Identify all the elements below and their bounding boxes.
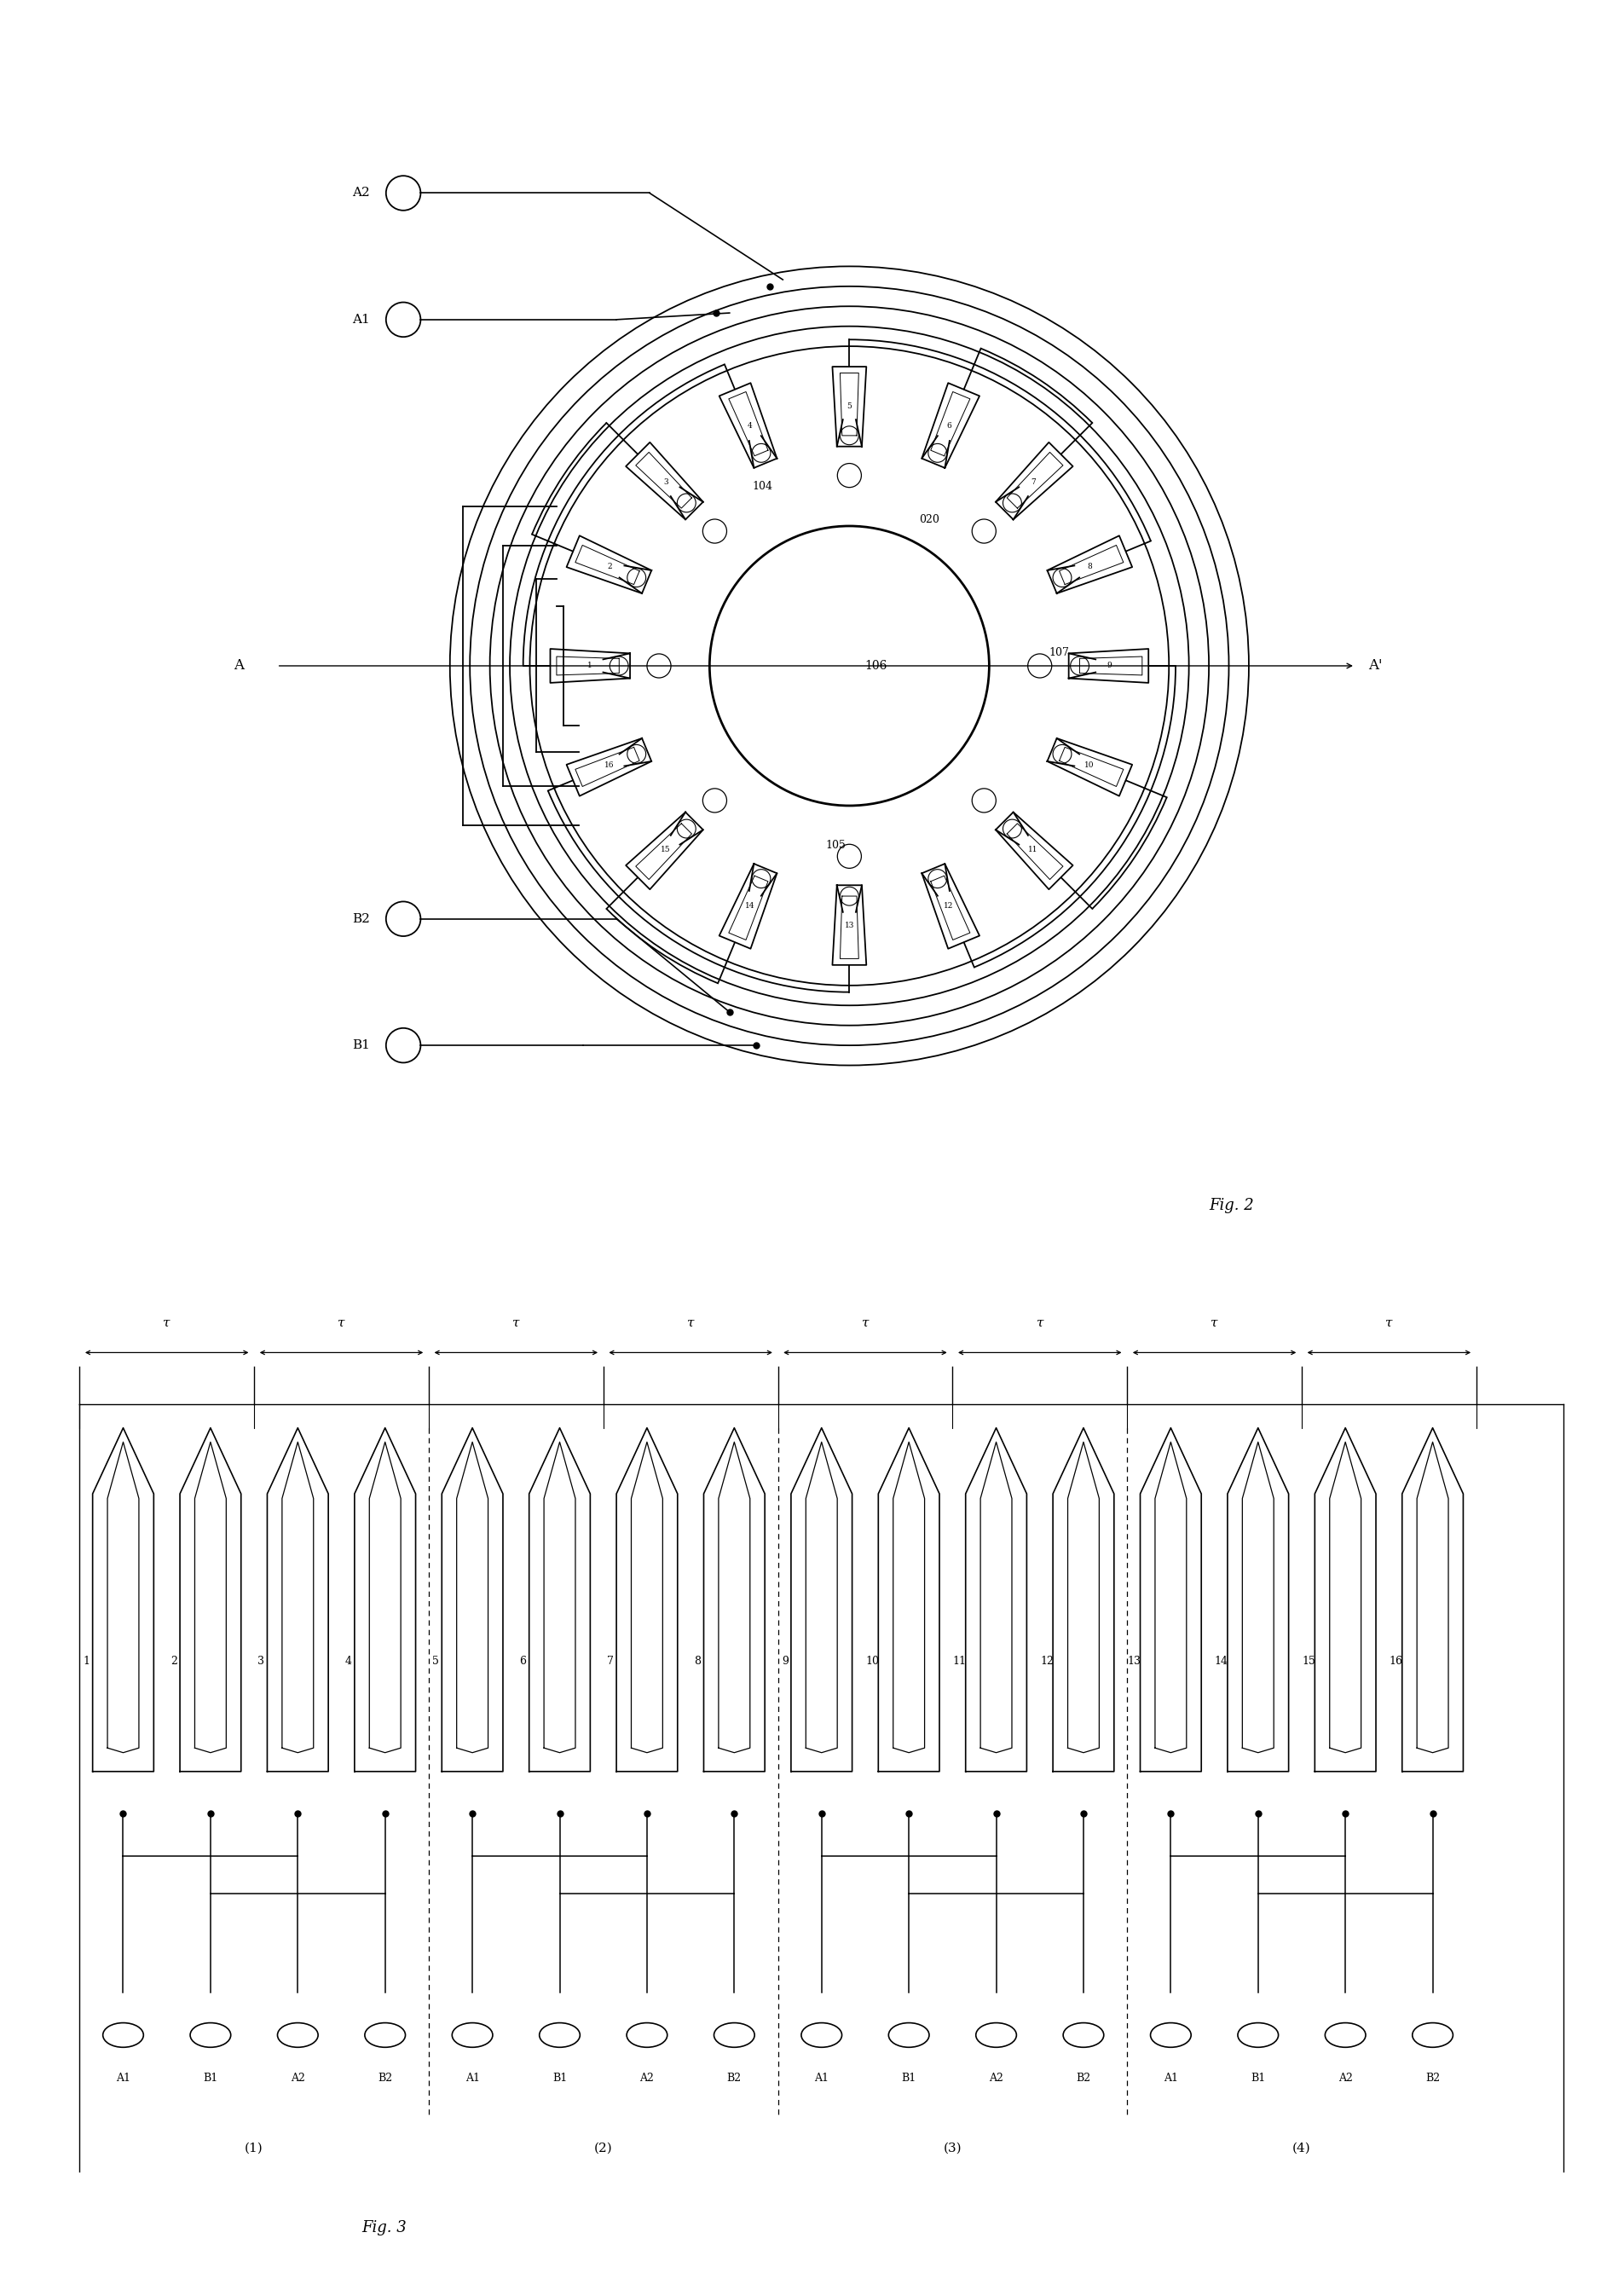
Text: 14: 14 bbox=[1214, 1655, 1228, 1667]
Text: B1: B1 bbox=[901, 2073, 916, 2085]
Text: τ: τ bbox=[513, 1318, 519, 1329]
Text: τ: τ bbox=[1385, 1318, 1391, 1329]
Text: B1: B1 bbox=[1251, 2073, 1265, 2085]
Text: 10: 10 bbox=[866, 1655, 879, 1667]
Text: 15: 15 bbox=[660, 845, 670, 854]
Text: τ: τ bbox=[1036, 1318, 1044, 1329]
Text: A2: A2 bbox=[639, 2073, 654, 2085]
Text: 9: 9 bbox=[1107, 661, 1112, 670]
Text: τ: τ bbox=[338, 1318, 345, 1329]
Text: A1: A1 bbox=[116, 2073, 131, 2085]
Text: 9: 9 bbox=[781, 1655, 788, 1667]
Text: τ: τ bbox=[1210, 1318, 1217, 1329]
Text: 6: 6 bbox=[947, 422, 951, 429]
Text: B1: B1 bbox=[353, 1040, 371, 1052]
Text: τ: τ bbox=[163, 1318, 170, 1329]
Text: 020: 020 bbox=[919, 514, 938, 526]
Text: B1: B1 bbox=[202, 2073, 218, 2085]
Text: 5: 5 bbox=[432, 1655, 438, 1667]
Text: (2): (2) bbox=[594, 2142, 612, 2154]
Text: 107: 107 bbox=[1048, 647, 1069, 659]
Text: A: A bbox=[233, 659, 243, 673]
Text: B2: B2 bbox=[1424, 2073, 1438, 2085]
Text: Fig. 2: Fig. 2 bbox=[1209, 1199, 1254, 1212]
Text: 6: 6 bbox=[519, 1655, 526, 1667]
Text: A1: A1 bbox=[353, 315, 371, 326]
Text: 3: 3 bbox=[663, 478, 668, 487]
Text: A1: A1 bbox=[1163, 2073, 1178, 2085]
Text: 8: 8 bbox=[694, 1655, 701, 1667]
Text: A2: A2 bbox=[290, 2073, 304, 2085]
Text: 13: 13 bbox=[845, 921, 854, 930]
Text: 11: 11 bbox=[951, 1655, 966, 1667]
Text: A1: A1 bbox=[464, 2073, 479, 2085]
Text: A1: A1 bbox=[814, 2073, 828, 2085]
Text: 4: 4 bbox=[345, 1655, 351, 1667]
Text: 2: 2 bbox=[170, 1655, 176, 1667]
Text: 105: 105 bbox=[825, 840, 846, 852]
Text: (4): (4) bbox=[1291, 2142, 1311, 2154]
Text: A': A' bbox=[1367, 659, 1382, 673]
Text: (1): (1) bbox=[244, 2142, 264, 2154]
Text: B1: B1 bbox=[552, 2073, 566, 2085]
Text: 10: 10 bbox=[1084, 762, 1094, 769]
Text: Fig. 3: Fig. 3 bbox=[361, 2220, 406, 2236]
Text: 106: 106 bbox=[864, 659, 887, 673]
Text: 16: 16 bbox=[604, 762, 615, 769]
Text: 12: 12 bbox=[1039, 1655, 1053, 1667]
Text: 2: 2 bbox=[607, 563, 612, 569]
Text: B2: B2 bbox=[353, 914, 371, 925]
Text: 4: 4 bbox=[748, 422, 752, 429]
Text: B2: B2 bbox=[1076, 2073, 1091, 2085]
Text: 11: 11 bbox=[1027, 845, 1037, 854]
Text: τ: τ bbox=[686, 1318, 694, 1329]
Text: 104: 104 bbox=[752, 480, 773, 491]
Text: B2: B2 bbox=[377, 2073, 392, 2085]
Text: 3: 3 bbox=[257, 1655, 264, 1667]
Text: 14: 14 bbox=[744, 902, 754, 909]
Text: A2: A2 bbox=[1338, 2073, 1353, 2085]
Text: 16: 16 bbox=[1388, 1655, 1403, 1667]
Text: B2: B2 bbox=[726, 2073, 741, 2085]
Text: 5: 5 bbox=[846, 402, 851, 411]
Text: 13: 13 bbox=[1126, 1655, 1141, 1667]
Text: 15: 15 bbox=[1301, 1655, 1315, 1667]
Text: 1: 1 bbox=[587, 661, 592, 670]
Text: (3): (3) bbox=[943, 2142, 961, 2154]
Text: 12: 12 bbox=[943, 902, 953, 909]
Text: 8: 8 bbox=[1086, 563, 1091, 569]
Text: A2: A2 bbox=[989, 2073, 1003, 2085]
Text: τ: τ bbox=[861, 1318, 869, 1329]
Text: 7: 7 bbox=[1031, 478, 1036, 487]
Text: 7: 7 bbox=[607, 1655, 613, 1667]
Text: A2: A2 bbox=[353, 188, 371, 200]
Text: 1: 1 bbox=[83, 1655, 91, 1667]
